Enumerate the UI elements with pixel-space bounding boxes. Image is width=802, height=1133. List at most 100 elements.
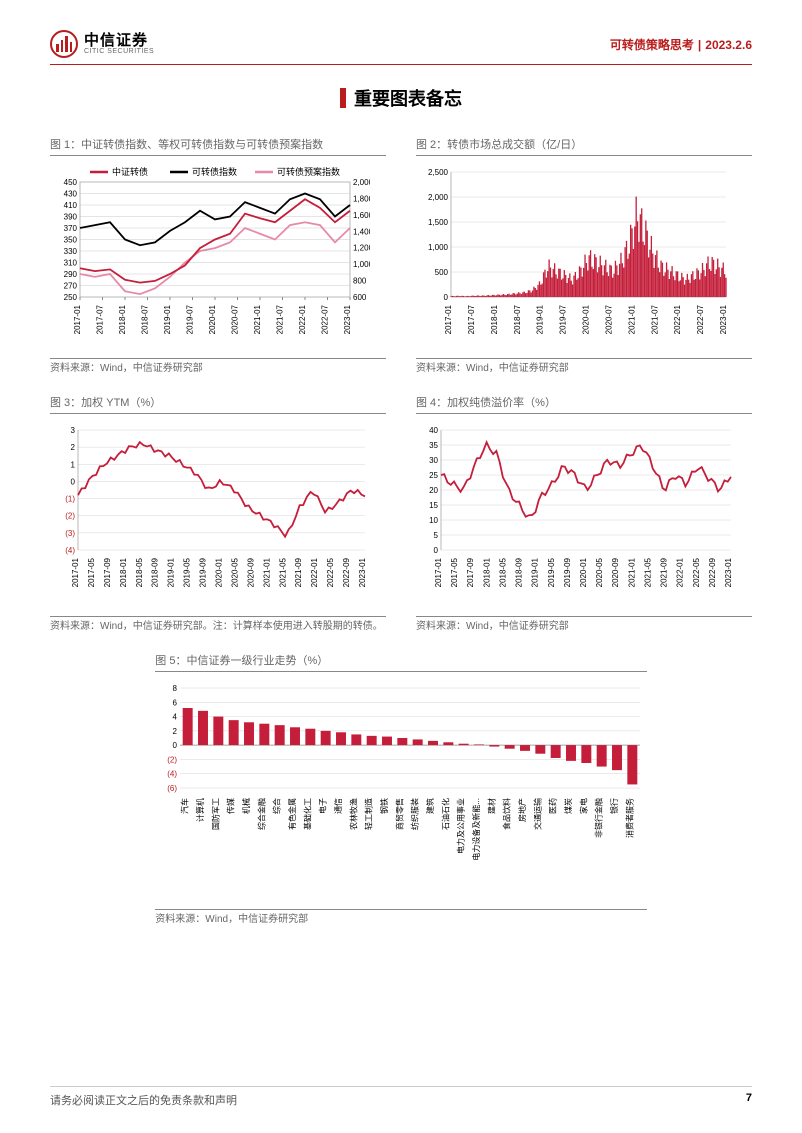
section-title: 重要图表备忘 [354, 85, 462, 111]
svg-text:通信: 通信 [333, 798, 343, 814]
svg-text:0: 0 [173, 741, 178, 750]
svg-text:2022-09: 2022-09 [342, 557, 351, 587]
svg-text:1,800: 1,800 [353, 194, 370, 203]
svg-text:2,000: 2,000 [353, 178, 370, 187]
svg-text:(6): (6) [168, 784, 178, 793]
svg-text:2019-09: 2019-09 [199, 557, 208, 587]
svg-text:0: 0 [434, 546, 439, 555]
svg-text:中证转债: 中证转债 [112, 166, 148, 177]
svg-text:2018-05: 2018-05 [135, 557, 144, 587]
svg-text:2022-09: 2022-09 [708, 557, 717, 587]
svg-text:有色金属: 有色金属 [287, 798, 297, 830]
svg-text:5: 5 [434, 531, 439, 540]
svg-text:综合金融: 综合金融 [257, 798, 267, 830]
svg-text:2020-09: 2020-09 [246, 557, 255, 587]
svg-text:2022-01: 2022-01 [673, 304, 682, 334]
svg-text:银行: 银行 [609, 798, 619, 814]
svg-text:2019-07: 2019-07 [559, 304, 568, 334]
svg-text:2018-01: 2018-01 [119, 557, 128, 587]
svg-text:2021-01: 2021-01 [627, 304, 636, 334]
svg-text:2021-09: 2021-09 [660, 557, 669, 587]
svg-text:1,500: 1,500 [428, 218, 449, 227]
svg-text:2,500: 2,500 [428, 168, 449, 177]
svg-text:2018-01: 2018-01 [118, 304, 127, 334]
svg-text:2017-09: 2017-09 [103, 557, 112, 587]
svg-text:(2): (2) [65, 512, 75, 521]
chart-4-title: 图 4：加权纯债溢价率（%） [416, 394, 752, 414]
svg-text:2021-07: 2021-07 [650, 304, 659, 334]
svg-text:钢铁: 钢铁 [379, 798, 389, 814]
svg-text:2022-01: 2022-01 [298, 304, 307, 334]
chart-4-source: 资料来源：Wind，中信证券研究部 [416, 616, 752, 634]
svg-text:40: 40 [429, 426, 438, 435]
svg-text:10: 10 [429, 516, 438, 525]
svg-text:2019-07: 2019-07 [186, 304, 195, 334]
svg-text:2017-01: 2017-01 [434, 557, 443, 587]
svg-text:房地产: 房地产 [517, 798, 527, 822]
svg-text:2022-07: 2022-07 [696, 304, 705, 334]
svg-text:2023-01: 2023-01 [358, 557, 367, 587]
svg-text:30: 30 [429, 456, 438, 465]
svg-text:建材: 建材 [487, 798, 497, 814]
svg-text:390: 390 [64, 213, 78, 222]
svg-text:2022-05: 2022-05 [326, 557, 335, 587]
svg-text:可转债指数: 可转债指数 [192, 166, 237, 177]
chart-1-source: 资料来源：Wind，中信证券研究部 [50, 358, 386, 376]
chart-5-source: 资料来源：Wind，中信证券研究部 [155, 909, 646, 927]
svg-text:2021-01: 2021-01 [262, 557, 271, 587]
svg-text:350: 350 [64, 236, 78, 245]
section-heading: 重要图表备忘 [50, 85, 752, 111]
doc-type: 可转债策略思考 [610, 38, 694, 52]
svg-text:1,200: 1,200 [353, 244, 370, 253]
svg-text:1,000: 1,000 [428, 243, 449, 252]
svg-text:计算机: 计算机 [195, 798, 205, 822]
svg-text:290: 290 [64, 270, 78, 279]
svg-text:2020-07: 2020-07 [604, 304, 613, 334]
chart-2-source: 资料来源：Wind，中信证券研究部 [416, 358, 752, 376]
svg-text:2: 2 [173, 727, 178, 736]
chart-5-svg: 02468(2)(4)(6)汽车计算机国防军工传媒机械综合金融综合有色金属基础化… [155, 678, 645, 898]
svg-text:建筑: 建筑 [425, 798, 435, 814]
svg-text:1,000: 1,000 [353, 260, 370, 269]
svg-text:3: 3 [71, 426, 76, 435]
svg-text:2020-01: 2020-01 [579, 557, 588, 587]
svg-text:2017-01: 2017-01 [71, 557, 80, 587]
svg-text:2019-05: 2019-05 [547, 557, 556, 587]
svg-text:交通运输: 交通运输 [533, 798, 543, 830]
svg-text:600: 600 [353, 293, 367, 302]
svg-text:(1): (1) [65, 495, 75, 504]
svg-text:410: 410 [64, 201, 78, 210]
svg-text:汽车: 汽车 [180, 798, 190, 814]
svg-text:2023-01: 2023-01 [343, 304, 352, 334]
svg-text:2020-01: 2020-01 [582, 304, 591, 334]
svg-text:2017-05: 2017-05 [87, 557, 96, 587]
svg-text:0: 0 [71, 477, 76, 486]
svg-text:2018-07: 2018-07 [141, 304, 150, 334]
svg-text:电力及公用事业: 电力及公用事业 [456, 798, 466, 854]
svg-text:2017-01: 2017-01 [73, 304, 82, 334]
doc-date: 2023.2.6 [705, 38, 752, 52]
svg-text:2018-01: 2018-01 [490, 304, 499, 334]
svg-text:8: 8 [173, 684, 178, 693]
svg-text:2: 2 [71, 443, 76, 452]
svg-text:2022-05: 2022-05 [692, 557, 701, 587]
svg-text:轻工制造: 轻工制造 [364, 798, 374, 830]
svg-text:农林牧渔: 农林牧渔 [349, 798, 359, 830]
svg-text:15: 15 [429, 501, 438, 510]
chart-3-svg: 0123(1)(2)(3)(4)2017-012017-052017-09201… [50, 420, 370, 605]
chart-5-title: 图 5：中信证券一级行业走势（%） [155, 652, 646, 672]
svg-text:2022-01: 2022-01 [310, 557, 319, 587]
svg-text:2021-09: 2021-09 [294, 557, 303, 587]
svg-text:2020-07: 2020-07 [231, 304, 240, 334]
svg-text:0: 0 [444, 293, 449, 302]
svg-text:1,400: 1,400 [353, 227, 370, 236]
svg-text:国防军工: 国防军工 [211, 798, 221, 830]
company-name-cn: 中信证券 [84, 33, 154, 48]
page-footer: 请务必阅读正文之后的免责条款和声明 7 [50, 1086, 752, 1108]
svg-text:20: 20 [429, 486, 438, 495]
svg-text:2019-01: 2019-01 [531, 557, 540, 587]
svg-text:2018-09: 2018-09 [151, 557, 160, 587]
svg-text:非银行金融: 非银行金融 [594, 798, 604, 838]
footer-disclaimer: 请务必阅读正文之后的免责条款和声明 [50, 1092, 237, 1108]
logo-icon [50, 30, 78, 58]
